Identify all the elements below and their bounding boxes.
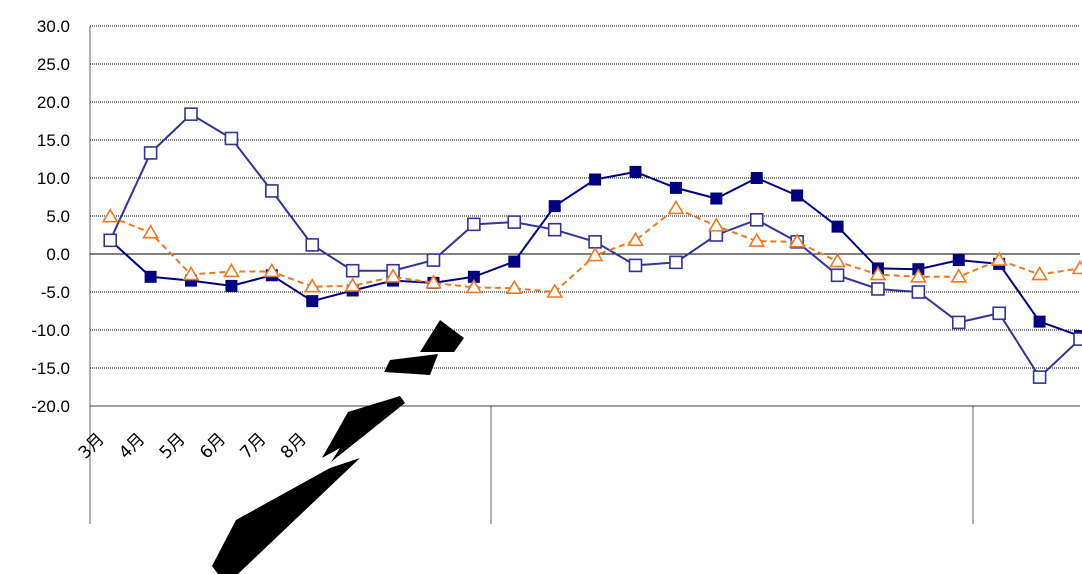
data-point <box>831 220 844 233</box>
data-point <box>305 238 320 252</box>
data-series <box>101 107 1082 384</box>
black-stripe <box>322 396 405 462</box>
y-tick-label: 20.0 <box>37 93 70 112</box>
data-point <box>263 262 281 278</box>
y-axis-tick-labels: 30.0 25.0 20.0 15.0 10.0 5.0 0.0 -5.0 -10.0 -15.0… <box>31 17 70 416</box>
data-point <box>830 268 845 283</box>
data-point <box>384 268 402 283</box>
data-point <box>992 306 1006 321</box>
gridlines <box>90 25 1080 369</box>
data-point <box>508 255 521 268</box>
data-point <box>225 279 238 292</box>
data-point <box>871 282 885 296</box>
series-3 <box>101 199 1082 298</box>
y-tick-label: -10.0 <box>31 321 70 340</box>
x-category-label: 3月 <box>75 429 109 463</box>
data-point <box>791 189 804 202</box>
black-stripe <box>384 354 438 375</box>
data-point <box>588 235 602 249</box>
series-2 <box>103 107 1082 384</box>
data-point <box>144 270 157 283</box>
data-point <box>911 285 926 299</box>
x-category-label: 5月 <box>156 429 190 463</box>
y-tick-label: 10.0 <box>37 169 70 188</box>
y-tick-label: 15.0 <box>37 131 70 150</box>
x-category-label: 6月 <box>196 429 230 463</box>
data-point <box>952 254 965 267</box>
x-category-label: 4月 <box>115 429 149 463</box>
data-point <box>869 265 887 281</box>
data-point <box>182 265 200 281</box>
data-point <box>345 263 360 278</box>
axes <box>89 26 1080 524</box>
data-point <box>710 192 723 205</box>
black-stripe <box>420 320 464 352</box>
data-point <box>990 251 1008 266</box>
y-tick-label: 25.0 <box>37 55 70 74</box>
data-point <box>142 224 160 239</box>
y-tick-label: -20.0 <box>31 397 70 416</box>
y-tick-label: -5.0 <box>41 283 70 302</box>
data-point <box>265 184 279 198</box>
data-point <box>748 232 766 247</box>
black-stripe <box>212 458 360 574</box>
data-point <box>143 146 158 160</box>
data-point <box>667 199 685 215</box>
data-point <box>909 268 927 283</box>
data-point <box>184 107 198 121</box>
data-point <box>788 233 806 248</box>
data-point <box>465 278 483 294</box>
data-point <box>505 279 523 295</box>
y-tick-label: -15.0 <box>31 359 70 378</box>
data-point <box>829 253 846 268</box>
data-point <box>425 274 442 289</box>
data-point <box>750 172 763 184</box>
data-point <box>627 231 644 247</box>
data-point <box>950 268 968 283</box>
data-point <box>628 258 643 273</box>
data-point <box>586 246 604 262</box>
data-point <box>101 208 119 223</box>
data-point <box>223 262 240 278</box>
data-point <box>303 278 321 293</box>
data-point <box>589 173 602 186</box>
data-point <box>669 181 682 194</box>
x-category-label: 7月 <box>237 429 271 463</box>
data-point <box>749 213 764 227</box>
data-point <box>467 217 481 232</box>
data-point <box>951 315 966 330</box>
data-point <box>507 215 522 229</box>
data-point <box>426 253 441 267</box>
data-point <box>306 295 319 308</box>
y-tick-label: 0.0 <box>46 245 70 264</box>
data-point <box>1033 315 1046 328</box>
data-point <box>1032 370 1047 384</box>
x-category-label: 8月 <box>277 429 311 463</box>
data-point <box>546 283 564 298</box>
data-point <box>224 131 239 146</box>
data-point <box>629 165 642 178</box>
data-point <box>1071 259 1082 275</box>
y-tick-label: 5.0 <box>46 207 70 226</box>
x-axis-category-labels: 3月 4月 5月 6月 7月 8月 <box>75 429 311 463</box>
decorative-black-stripes <box>212 320 464 574</box>
data-point <box>547 222 562 237</box>
data-point <box>707 217 725 232</box>
data-point <box>548 200 561 213</box>
y-tick-label: 30.0 <box>37 17 70 36</box>
data-point <box>344 277 362 292</box>
data-point <box>1073 332 1082 346</box>
data-point <box>1031 265 1048 281</box>
data-point <box>103 233 118 248</box>
data-point <box>467 270 480 283</box>
data-point <box>669 255 683 270</box>
